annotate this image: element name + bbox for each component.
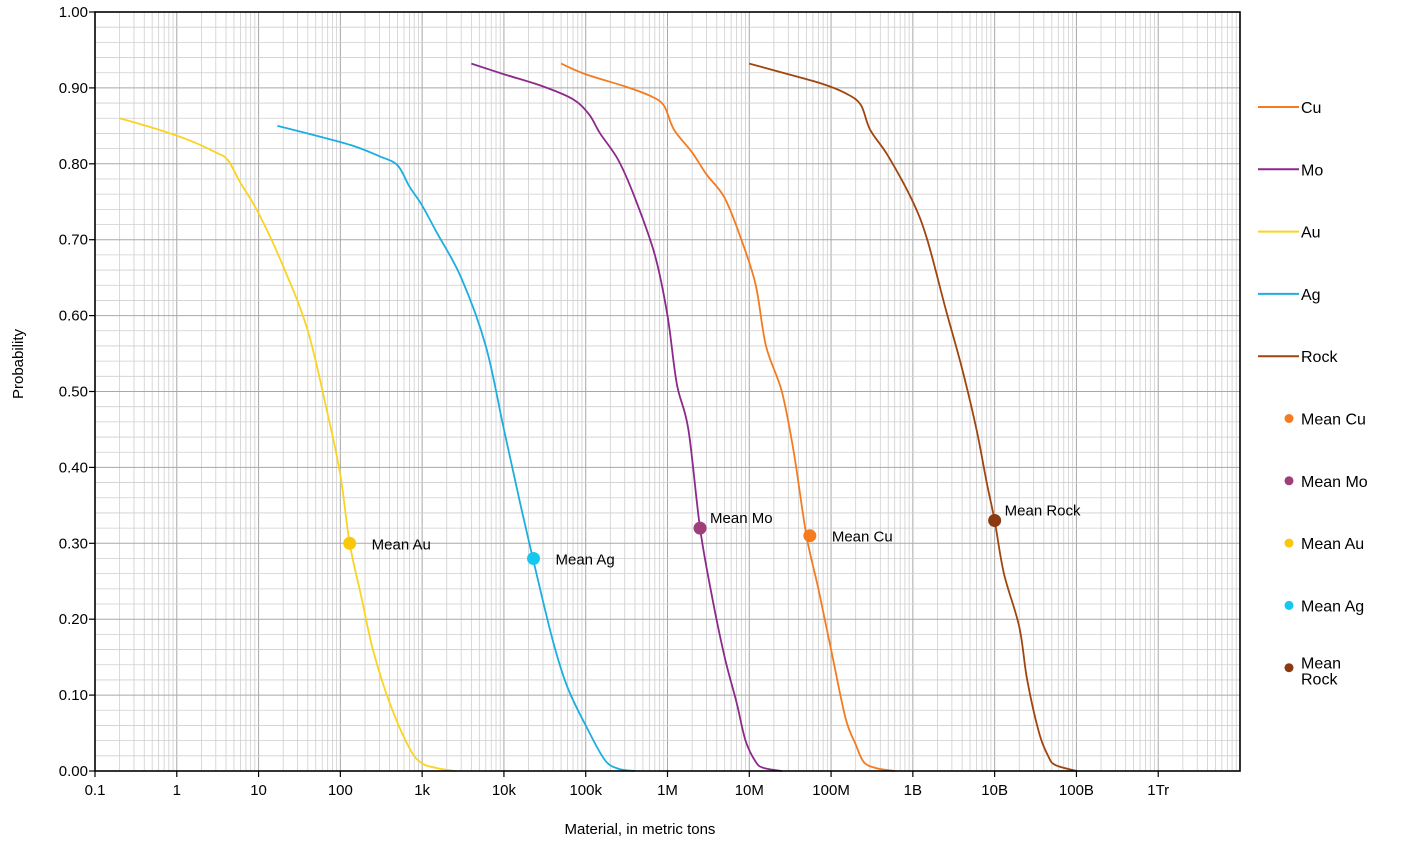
- x-tick-label: 100: [328, 782, 353, 799]
- y-tick-label: 0.90: [59, 80, 88, 97]
- y-axis-title: Probability: [10, 328, 27, 399]
- y-tick-label: 0.30: [59, 535, 88, 552]
- x-tick-label: 10B: [981, 782, 1008, 799]
- x-tick-label: 100k: [569, 782, 602, 799]
- x-tick-label: 0.1: [85, 782, 106, 799]
- x-tick-label: 1B: [904, 782, 922, 799]
- series-curves: [119, 62, 1077, 772]
- legend-label-mean-mo: Mean Mo: [1301, 474, 1368, 491]
- legend-label-ag: Ag: [1301, 287, 1321, 304]
- legend-label-mean-au: Mean Au: [1301, 536, 1364, 553]
- legend-swatch-mean-ag: [1284, 600, 1294, 610]
- grid: [95, 12, 1240, 771]
- legend-label-mean-cu: Mean Cu: [1301, 412, 1366, 429]
- legend-swatch-mean-au: [1284, 538, 1294, 548]
- x-tick-label: 1: [173, 782, 181, 799]
- x-tick-label: 1M: [657, 782, 678, 799]
- x-tick-label: 10: [250, 782, 267, 799]
- legend-label-mo: Mo: [1301, 162, 1323, 179]
- series-line-cu: [560, 62, 895, 772]
- legend: Cu Mo Au Ag Rock Mean Cu Mean Mo Mean Au Mean Ag…: [1258, 100, 1368, 689]
- y-tick-label: 0.10: [59, 687, 88, 704]
- mean-markers: Mean Cu Mean Mo Mean Au Mean Ag Mean Rock: [343, 503, 1081, 568]
- legend-swatch-mean-cu: [1284, 414, 1294, 423]
- x-axis-title: Material, in metric tons: [565, 821, 716, 838]
- y-tick-label: 0.00: [59, 763, 88, 780]
- legend-label-cu: Cu: [1301, 100, 1321, 117]
- x-tick-label: 10k: [492, 782, 517, 799]
- y-tick-label: 0.70: [59, 232, 88, 249]
- x-tick-label: 100B: [1059, 782, 1094, 799]
- y-tick-label: 0.60: [59, 308, 88, 325]
- series-line-ag: [277, 124, 636, 772]
- mean-au-marker: [343, 536, 357, 550]
- x-tick-label: 10M: [735, 782, 764, 799]
- series-line-rock: [749, 62, 1077, 772]
- mean-mo-marker: [693, 521, 707, 535]
- mean-cu-label: Mean Cu: [832, 529, 893, 546]
- y-tick-label: 0.40: [59, 459, 88, 476]
- mean-ag-marker: [527, 551, 541, 565]
- x-tick-label: 100M: [812, 782, 850, 799]
- legend-label-au: Au: [1301, 225, 1321, 242]
- series-line-mo: [471, 62, 782, 772]
- legend-label-rock: Rock: [1301, 349, 1338, 366]
- mean-au-label: Mean Au: [372, 536, 431, 553]
- mean-rock-marker: [988, 514, 1002, 528]
- x-tick-label: 1k: [414, 782, 430, 799]
- y-tick-label: 0.80: [59, 156, 88, 173]
- legend-swatch-mean-mo: [1284, 476, 1294, 486]
- series-line-au: [119, 117, 455, 772]
- mean-cu-marker: [803, 529, 817, 543]
- legend-label-mean-rock: Mean Rock: [1301, 656, 1341, 689]
- y-tick-label: 0.20: [59, 611, 88, 628]
- legend-swatch-mean-rock: [1284, 663, 1294, 673]
- y-tick-label: 0.50: [59, 384, 88, 401]
- mean-ag-label: Mean Ag: [556, 551, 615, 568]
- x-tick-label: 1Tr: [1147, 782, 1169, 799]
- legend-label-mean-ag: Mean Ag: [1301, 598, 1364, 615]
- mean-rock-label: Mean Rock: [1005, 503, 1081, 520]
- mean-mo-label: Mean Mo: [710, 510, 773, 527]
- y-tick-label: 1.00: [59, 4, 88, 21]
- y-axis: 0.00 0.10 0.20 0.30 0.40 0.50 0.60 0.70 0.80 0.90…: [59, 4, 95, 780]
- x-axis: 0.1 1 10 100 1k 10k 100k 1M 10M 100M 1B 10B 100B 1Tr: [85, 771, 1169, 799]
